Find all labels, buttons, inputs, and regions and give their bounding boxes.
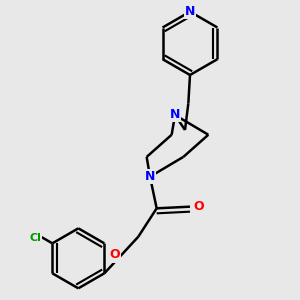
- Text: N: N: [170, 109, 180, 122]
- Text: O: O: [193, 200, 204, 213]
- Text: Cl: Cl: [29, 233, 41, 243]
- Text: O: O: [110, 248, 120, 262]
- Text: N: N: [185, 5, 195, 18]
- Text: N: N: [145, 170, 155, 183]
